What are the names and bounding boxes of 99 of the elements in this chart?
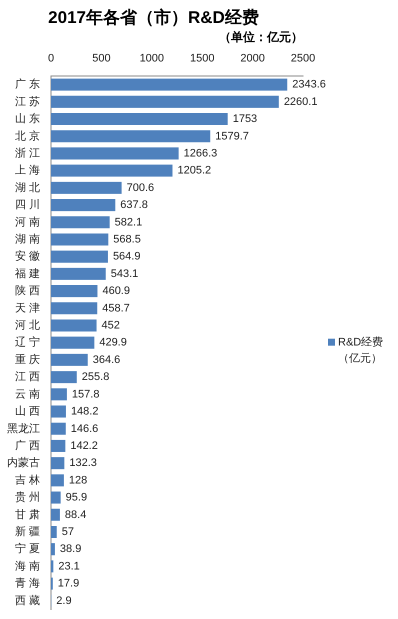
data-label: 2.9: [56, 594, 72, 607]
y-tick-label: 河 南: [14, 215, 40, 228]
data-label: 2260.1: [284, 96, 318, 108]
bar: [51, 268, 106, 280]
bar: [51, 440, 66, 452]
bar: [51, 147, 179, 160]
data-label: 700.6: [126, 182, 154, 194]
bar: [51, 388, 67, 400]
data-label: 582.1: [114, 216, 142, 228]
y-tick-label: 上 海: [14, 164, 40, 177]
y-tick-label: 安 徽: [14, 250, 40, 263]
data-label: 1753: [232, 113, 258, 126]
bar: [51, 182, 122, 194]
x-tick-label: 500: [92, 52, 111, 64]
data-label: 23.1: [58, 560, 80, 572]
y-tick-label: 天 津: [14, 301, 40, 314]
data-label: 142.2: [70, 440, 98, 452]
bar: [51, 319, 97, 332]
data-label: 38.9: [60, 543, 82, 556]
y-tick-label: 山 西: [14, 404, 40, 418]
data-label: 452: [102, 320, 120, 332]
data-label: 157.8: [72, 388, 100, 400]
data-label: 17.9: [58, 578, 80, 590]
data-label: 132.3: [69, 457, 97, 470]
y-tick-label: 陕 西: [14, 285, 40, 298]
y-tick-label: 湖 南: [14, 232, 40, 246]
y-tick-label: 贵 州: [14, 490, 40, 504]
bar: [51, 457, 64, 470]
bar: [51, 474, 64, 486]
chart-subtitle: （单位：亿元）: [219, 30, 303, 44]
bar: [51, 492, 61, 504]
y-tick-label: 海 南: [14, 559, 40, 572]
y-tick-label: 浙 江: [14, 146, 40, 160]
data-label: 2343.6: [292, 78, 326, 91]
bar: [51, 78, 288, 91]
bar: [51, 526, 57, 538]
bar: [51, 250, 108, 263]
bar: [51, 422, 66, 435]
x-tick-label: 1000: [140, 52, 164, 64]
y-tick-label: 广 东: [14, 78, 40, 91]
data-label: 57: [62, 526, 74, 538]
y-tick-label: 西 藏: [14, 594, 40, 607]
y-tick-label: 河 北: [14, 318, 40, 332]
bar: [51, 112, 228, 126]
x-tick-label: 2000: [240, 52, 265, 64]
data-label: 128: [68, 474, 88, 486]
data-label: 1205.2: [177, 164, 212, 177]
y-tick-label: 重 庆: [14, 352, 40, 366]
data-label: 148.2: [70, 406, 98, 418]
bar: [51, 96, 279, 108]
y-tick-label: 江 西: [14, 371, 40, 384]
bar: [51, 130, 210, 142]
y-tick-label: 新 疆: [14, 525, 40, 538]
data-label: 1266.3: [184, 147, 218, 160]
y-tick-label: 宁 夏: [14, 542, 40, 556]
bar: [51, 508, 60, 521]
y-tick-label: 四 川: [14, 198, 40, 212]
data-label: 1579.7: [215, 130, 249, 142]
data-label: 364.6: [92, 354, 120, 366]
data-label: 88.4: [64, 508, 86, 521]
chart-title: 2017年各省（市）R&D经费: [48, 8, 259, 27]
y-tick-label: 黑龙江: [7, 422, 40, 435]
y-tick-label: 云 南: [14, 387, 40, 400]
y-tick-label: 福 建: [14, 266, 40, 280]
data-label: 460.9: [102, 285, 130, 298]
data-label: 458.7: [102, 302, 130, 314]
bar: [51, 164, 172, 177]
data-label: 637.8: [120, 199, 148, 212]
bar: [51, 216, 110, 228]
data-label: 568.5: [113, 233, 141, 246]
y-tick-label: 甘 肃: [14, 508, 40, 521]
y-tick-label: 湖 北: [14, 180, 40, 194]
bar: [51, 285, 98, 298]
bar: [51, 406, 66, 418]
x-tick-label: 0: [48, 52, 54, 64]
bar: [51, 354, 88, 366]
y-tick-label: 北 京: [14, 129, 40, 142]
bar: [51, 336, 94, 349]
bar: [51, 543, 55, 556]
y-tick-label: 内蒙古: [7, 456, 40, 470]
bar: [51, 233, 108, 246]
bar: [51, 199, 116, 212]
data-label: 429.9: [99, 336, 127, 349]
data-label: 564.9: [112, 250, 140, 263]
legend-label: R&D经费（亿元）: [338, 336, 384, 365]
x-tick-label: 1500: [190, 52, 214, 64]
bar: [51, 371, 77, 384]
y-tick-label: 江 苏: [14, 94, 40, 108]
data-label: 95.9: [66, 492, 88, 504]
y-tick-label: 吉 林: [14, 473, 40, 486]
y-tick-label: 辽 宁: [14, 336, 40, 349]
y-tick-label: 山 东: [14, 112, 40, 126]
data-label: 146.6: [70, 422, 98, 435]
y-tick-label: 青 海: [14, 576, 40, 590]
bar: [51, 302, 98, 314]
y-tick-label: 广 西: [14, 438, 40, 452]
data-label: 543.1: [110, 268, 138, 280]
x-tick-label: 2500: [290, 52, 316, 64]
data-label: 255.8: [82, 371, 110, 384]
